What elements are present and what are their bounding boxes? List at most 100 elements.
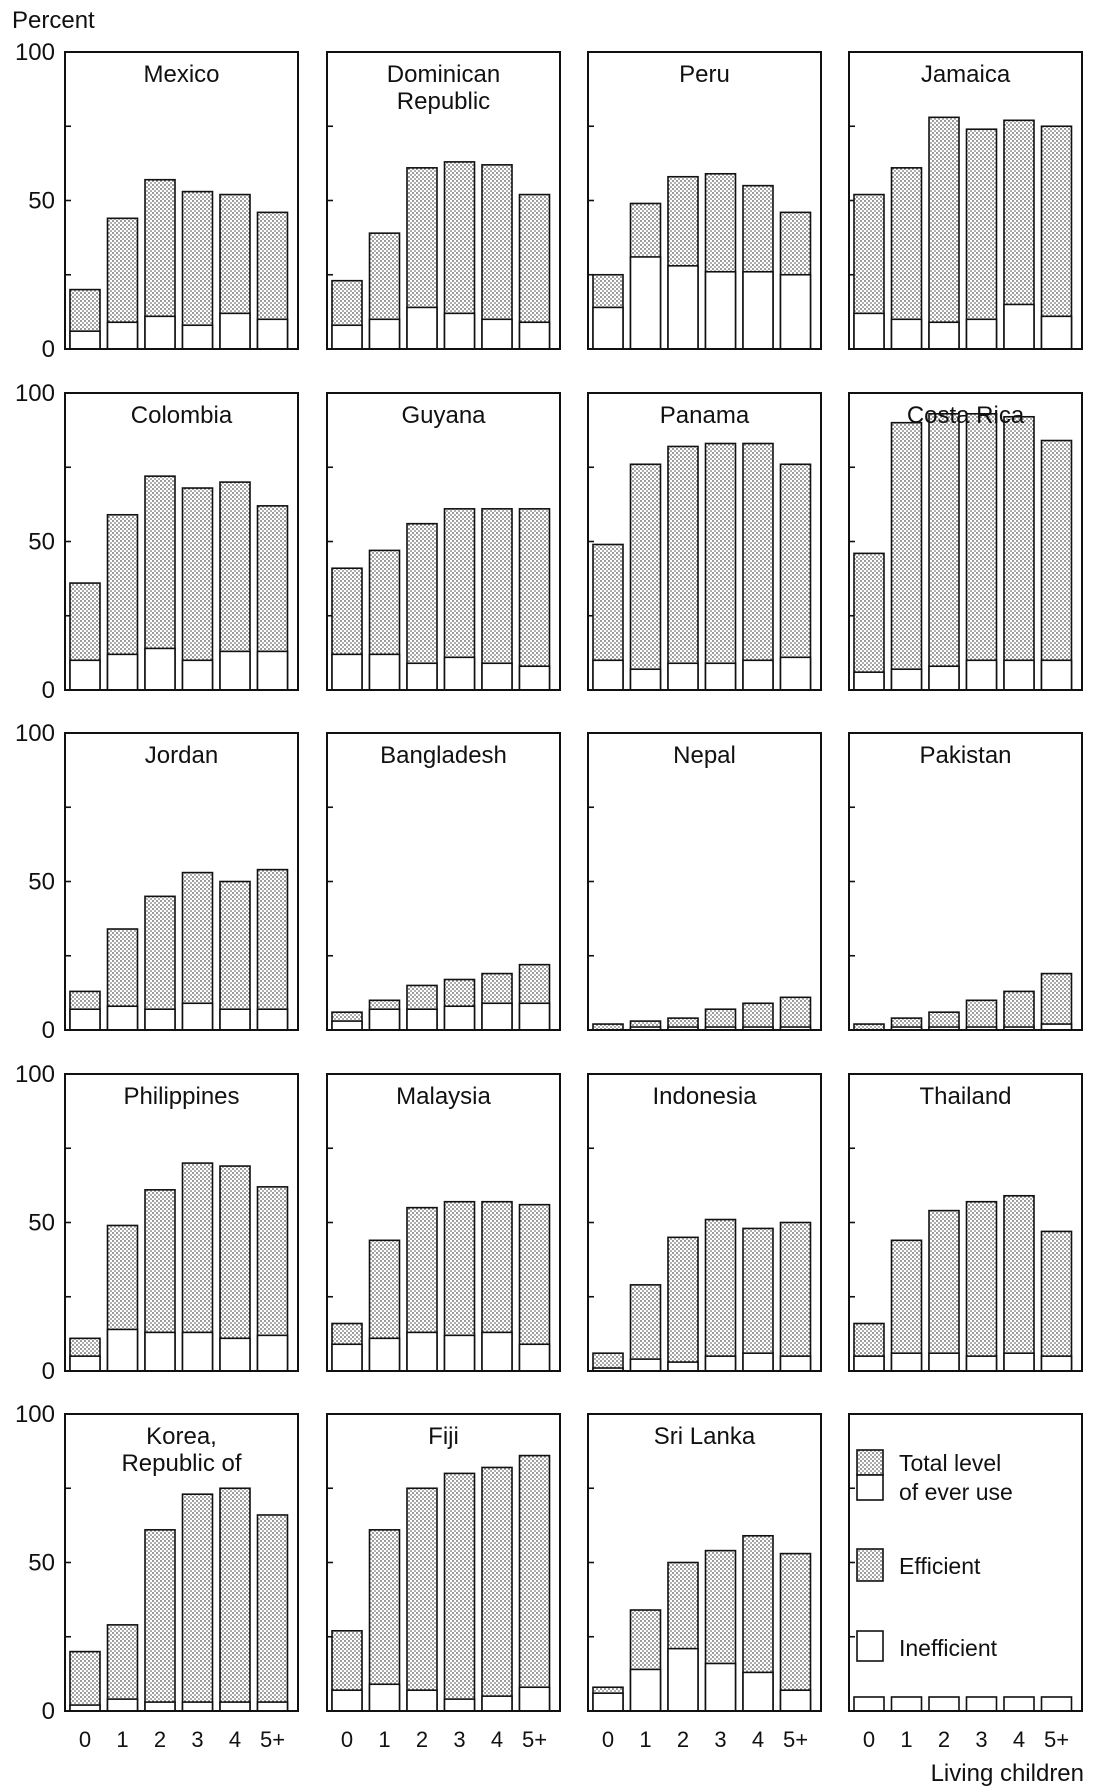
bar-inefficient (518, 321, 551, 350)
panel-frame (587, 732, 822, 1031)
panel-title: Costa Rica (907, 402, 1025, 429)
panel-frame (848, 392, 1083, 691)
bar-total (481, 508, 513, 691)
panel-frame (326, 732, 561, 1031)
bar-inefficient (890, 318, 923, 350)
bar-inefficient (144, 1008, 176, 1031)
panel-frame (587, 51, 822, 350)
panel-title: Nepal (673, 742, 736, 769)
x-tick-label: 2 (154, 1727, 166, 1752)
bar-inefficient (69, 659, 101, 691)
bar-total (890, 1239, 923, 1372)
bar-inefficient (406, 662, 438, 691)
bar-inefficient (779, 1355, 812, 1372)
x-tick-label: 4 (1013, 1727, 1025, 1752)
legend-panel: Total level of ever use Efficient Inefficie… (848, 1413, 1083, 1712)
panel: Dominican Republic (326, 51, 561, 350)
y-tick-label: 50 (28, 1550, 55, 1577)
panel-frame (64, 732, 299, 1031)
x-tick-label: 5+ (260, 1727, 285, 1752)
bar-inefficient (779, 656, 812, 691)
bar-inefficient (592, 659, 624, 691)
bar-inefficient (965, 659, 998, 691)
bar-total (181, 487, 214, 691)
x-tick-label: 3 (714, 1727, 726, 1752)
bar-total (219, 880, 251, 1031)
panel: Sri Lanka (587, 1413, 822, 1712)
bar-inefficient (890, 1352, 923, 1372)
bar-inefficient (928, 321, 960, 350)
y-tick-label: 0 (42, 1017, 55, 1044)
bar-inefficient (890, 668, 923, 691)
panel-title: Philippines (123, 1083, 239, 1110)
bar-inefficient (1040, 1355, 1073, 1372)
x-axis-label: Living children (931, 1760, 1084, 1787)
bar-inefficient (1040, 659, 1073, 691)
bar-total (256, 1514, 289, 1712)
panel-frame (64, 392, 299, 691)
panel: Malaysia (326, 1073, 561, 1372)
bar-inefficient (256, 1008, 289, 1031)
panel-title: Indonesia (652, 1083, 757, 1110)
bar-inefficient (106, 653, 139, 691)
panel-title: Korea, Republic of (121, 1423, 241, 1477)
panel: Guyana (326, 392, 561, 691)
bar-total (144, 895, 176, 1031)
bar-inefficient (256, 1701, 289, 1712)
panel-title: Malaysia (396, 1083, 491, 1110)
bar-total (481, 1466, 513, 1712)
bar-inefficient (629, 1358, 662, 1372)
bar-inefficient (742, 1671, 774, 1712)
bar-inefficient (704, 1662, 737, 1712)
panel-frame (326, 1413, 561, 1712)
bar-total (1003, 1194, 1035, 1372)
bar-inefficient (219, 650, 251, 691)
bar-inefficient (704, 1355, 737, 1372)
panel: 0 50 100 Mexico (15, 39, 299, 363)
bar-inefficient (69, 1008, 101, 1031)
legend-swatch-inefficient (856, 1630, 884, 1662)
panel-title: Panama (660, 402, 750, 429)
panel-frame (64, 1413, 299, 1712)
panel: 0 50 100 Philippines (15, 1061, 299, 1385)
bar-inefficient (181, 1002, 214, 1031)
bar-inefficient (1040, 315, 1073, 350)
panel-title: Thailand (919, 1083, 1011, 1110)
bar-inefficient (481, 1002, 513, 1031)
bar-inefficient (629, 1668, 662, 1712)
bar-inefficient (69, 1355, 101, 1372)
bar-total (704, 442, 737, 691)
bar-inefficient (592, 306, 624, 350)
bar-inefficient (481, 662, 513, 691)
bar-inefficient (1003, 303, 1035, 350)
panel: Panama (587, 392, 822, 691)
bar-total (181, 1493, 214, 1712)
bar-inefficient (368, 1683, 401, 1712)
bar-inefficient (1003, 659, 1035, 691)
bar-total (965, 1200, 998, 1372)
bar-total (219, 1487, 251, 1712)
panel-frame (848, 732, 1083, 1031)
x-tick-label: 1 (378, 1727, 390, 1752)
panel: Peru (587, 51, 822, 350)
bar-total (629, 463, 662, 691)
bar-inefficient (1003, 1352, 1035, 1372)
bar-inefficient (592, 1692, 624, 1712)
bar-total (518, 1454, 551, 1712)
bar-inefficient (667, 265, 699, 350)
bar-inefficient (853, 1355, 885, 1372)
panel-title: Guyana (401, 402, 486, 429)
bar-inefficient (518, 665, 551, 691)
x-tick-label: 0 (863, 1727, 875, 1752)
legend-base-box (890, 1696, 923, 1712)
x-tick-label: 0 (341, 1727, 353, 1752)
bar-inefficient (965, 1355, 998, 1372)
bar-inefficient (256, 650, 289, 691)
bar-total (406, 522, 438, 691)
panel-frame (587, 1413, 822, 1712)
bar-inefficient (144, 647, 176, 691)
bar-inefficient (219, 1701, 251, 1712)
bar-total (667, 1236, 699, 1372)
bar-inefficient (742, 270, 774, 350)
legend-label-inefficient: Inefficient (899, 1635, 998, 1661)
